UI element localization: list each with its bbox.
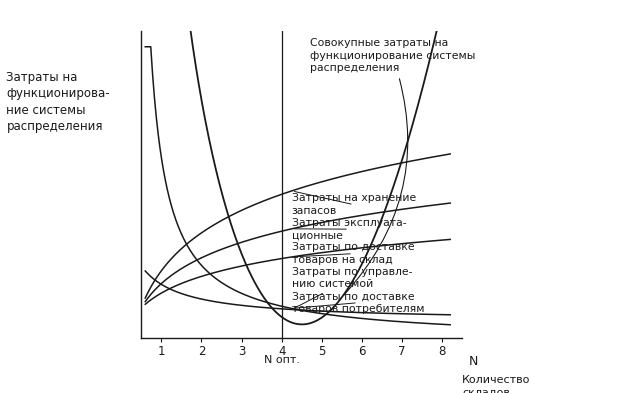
Text: Совокупные затраты на
функционирование системы
распределения: Совокупные затраты на функционирование с… <box>309 39 475 295</box>
Text: Затраты по доставке
товаров на склад: Затраты по доставке товаров на склад <box>291 242 414 265</box>
Text: N: N <box>468 355 478 368</box>
Text: Затраты эксплуата-
ционные: Затраты эксплуата- ционные <box>291 218 406 241</box>
Text: Количество
складов: Количество складов <box>462 375 531 393</box>
Text: Затраты по управле-
нию системой: Затраты по управле- нию системой <box>291 267 412 308</box>
Text: Затраты на хранение
запасов: Затраты на хранение запасов <box>291 191 416 216</box>
Text: Затраты по доставке
товаров потребителям: Затраты по доставке товаров потребителям <box>291 292 424 314</box>
Text: Затраты на
функционирова-
ние системы
распределения: Затраты на функционирова- ние системы ра… <box>6 71 110 133</box>
Text: N опт.: N опт. <box>264 355 300 365</box>
